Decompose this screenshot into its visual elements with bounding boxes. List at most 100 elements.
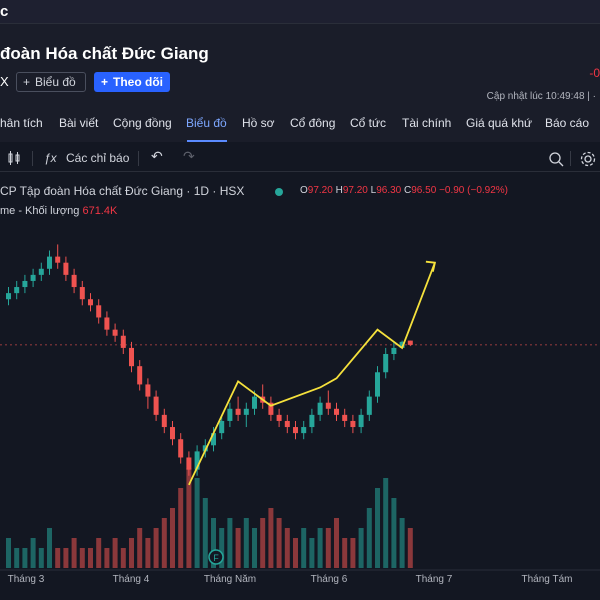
volume-bar (120, 548, 126, 568)
tab-profile[interactable]: Hồ sơ (242, 116, 275, 130)
volume-bar (276, 518, 282, 568)
volume-bar (293, 538, 298, 568)
candle-body (14, 287, 20, 294)
volume-bar (399, 518, 405, 568)
follow-button[interactable]: + Theo dõi (94, 72, 170, 92)
volume-bar (71, 538, 77, 568)
candle-body (38, 268, 44, 275)
candle-body (293, 427, 298, 434)
volume-bar (317, 528, 323, 568)
company-title: đoàn Hóa chất Đức Giang (0, 44, 209, 63)
settings-gear-icon[interactable] (580, 151, 596, 167)
plus-icon: + (101, 75, 109, 89)
candle-body (63, 262, 69, 275)
candle-body (211, 433, 216, 446)
candle-body (391, 347, 397, 354)
volume-bar (79, 548, 85, 568)
ticker-symbol: X (0, 74, 9, 89)
x-tick-label: Tháng 7 (416, 574, 453, 585)
search-zoom-icon[interactable] (548, 151, 564, 167)
volume-bar (161, 518, 167, 568)
event-marker-label: F (213, 553, 219, 563)
candle-body (243, 408, 249, 415)
volume-bar (178, 488, 184, 568)
price-chart[interactable]: F Tháng 3 Tháng 4 Tháng Năm Tháng 6 Tháng 7 Th… (0, 174, 600, 600)
low-value: 96.30 (376, 185, 402, 196)
candle-body (30, 274, 36, 281)
candle-body (317, 402, 323, 415)
volume-bar (325, 528, 331, 568)
candle-body (79, 287, 85, 300)
projection-arrowhead (425, 260, 436, 272)
candle-body (47, 256, 52, 269)
candle-body (342, 414, 348, 421)
tab-price-history[interactable]: Giá quá khứ (466, 116, 533, 130)
candle-body (22, 280, 28, 288)
event-marker-icon (208, 549, 224, 565)
undo-icon[interactable]: ↶ (151, 148, 163, 164)
symbol-legend: CP Tập đoàn Hóa chất Đức Giang · 1D · HS… (0, 184, 245, 198)
projection-line (188, 262, 436, 486)
volume-bar (22, 548, 28, 568)
volume-bar (391, 498, 397, 568)
tab-dividends[interactable]: Cổ tức (350, 116, 387, 130)
candle-body (407, 340, 413, 345)
candles-icon[interactable] (6, 150, 22, 166)
candle-body (161, 414, 167, 428)
volume-bar (366, 508, 372, 568)
high-value: 97.20 (342, 185, 368, 196)
volume-bar (358, 528, 364, 568)
toolbar-separator (570, 151, 571, 166)
redo-icon[interactable]: ↷ (183, 148, 195, 164)
volume-bar (112, 538, 118, 568)
x-tick-label: Tháng 4 (113, 574, 150, 585)
volume-bar (170, 508, 175, 568)
volume-bar (186, 468, 192, 568)
candle-body (301, 427, 307, 434)
candle-body (276, 414, 282, 421)
candle-body (178, 439, 184, 458)
candle-body (399, 341, 405, 348)
volume-bar (145, 538, 151, 568)
tab-analysis[interactable]: hân tích (0, 116, 43, 130)
volume-bar (284, 528, 290, 568)
volume-bar (243, 518, 249, 568)
volume-bar (194, 478, 200, 568)
candle-body (120, 335, 126, 348)
volume-bar (88, 548, 93, 568)
tab-financials[interactable]: Tài chính (402, 116, 452, 130)
chart-button-label: Biểu đồ (35, 75, 76, 89)
volume-bar (6, 538, 11, 568)
fx-icon[interactable]: ƒx (44, 151, 57, 165)
volume-bar (252, 528, 257, 568)
volume-bar (104, 548, 110, 568)
indicators-button[interactable]: Các chỉ báo (66, 151, 130, 165)
volume-bar (137, 528, 143, 568)
volume-legend: me - Khối lượng 671.4K (0, 205, 117, 217)
tab-shareholders[interactable]: Cổ đông (290, 116, 336, 130)
candle-body (137, 366, 143, 385)
candle-body (6, 293, 11, 300)
tab-articles[interactable]: Bài viết (59, 116, 99, 130)
volume-bar (375, 488, 380, 568)
candle-body (129, 347, 134, 367)
volume-bar (153, 528, 159, 568)
chart-button[interactable]: + Biểu đồ (16, 72, 86, 92)
tab-community[interactable]: Cộng đồng (113, 116, 172, 130)
candle-body (252, 396, 257, 409)
ohlc-legend: O97.20 H97.20 L96.30 C96.50 −0.90 (−0.92… (300, 185, 508, 196)
x-tick-label: Tháng 6 (311, 574, 348, 585)
candle-body (284, 420, 290, 428)
x-tick-label: Tháng Năm (204, 574, 256, 585)
chart-canvas[interactable]: F Tháng 3 Tháng 4 Tháng Năm Tháng 6 Tháng 7 Th… (0, 174, 600, 600)
follow-button-label: Theo dõi (113, 75, 164, 89)
tab-chart[interactable]: Biểu đồ (186, 116, 227, 130)
volume-bar (211, 518, 216, 568)
candle-body (153, 396, 159, 415)
volume-bar (227, 518, 233, 568)
tab-reports[interactable]: Báo cáo (545, 116, 590, 130)
close-value: 96.50 (411, 185, 437, 196)
candle-body (350, 420, 356, 428)
candle-body (219, 420, 225, 434)
volume-bar (96, 538, 102, 568)
